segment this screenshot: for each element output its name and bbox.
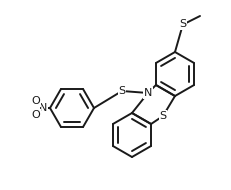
Text: N: N <box>144 88 152 98</box>
Text: S: S <box>179 19 187 29</box>
Text: S: S <box>119 86 126 96</box>
Text: S: S <box>159 111 167 121</box>
Text: N: N <box>39 103 47 113</box>
Text: O: O <box>32 96 40 106</box>
Text: O: O <box>32 110 40 120</box>
